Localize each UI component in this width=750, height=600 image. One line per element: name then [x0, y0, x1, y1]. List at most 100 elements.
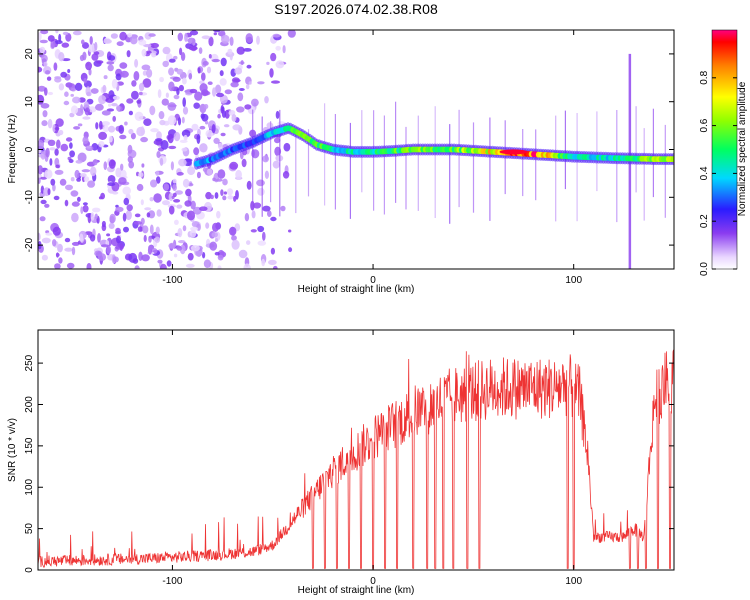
- noise-blob: [77, 196, 81, 202]
- noise-blob: [55, 30, 59, 34]
- noise-blob: [127, 156, 133, 163]
- noise-blob: [222, 178, 228, 186]
- noise-blob: [98, 131, 107, 140]
- noise-blob: [130, 35, 138, 45]
- noise-blob: [162, 60, 169, 68]
- y-tick-label: 0: [24, 146, 35, 152]
- noise-blob: [50, 178, 56, 186]
- noise-blob: [266, 61, 270, 65]
- noise-blob: [138, 91, 143, 96]
- noise-blob: [190, 200, 196, 210]
- noise-blob: [214, 238, 219, 242]
- noise-blob: [156, 151, 161, 158]
- noise-blob: [101, 121, 110, 126]
- noise-blob: [257, 81, 265, 85]
- noise-blob: [168, 192, 174, 202]
- noise-blob: [251, 210, 256, 219]
- noise-blob: [89, 234, 96, 242]
- noise-blob: [118, 124, 125, 134]
- noise-blob: [200, 113, 205, 119]
- noise-blob: [148, 33, 156, 37]
- noise-blob: [72, 30, 82, 36]
- noise-blob: [217, 113, 221, 119]
- noise-blob: [127, 144, 133, 154]
- noise-blob: [181, 129, 191, 138]
- noise-blob: [170, 161, 174, 171]
- noise-blob: [235, 190, 239, 200]
- noise-blob: [176, 88, 180, 96]
- noise-blob: [60, 143, 69, 152]
- noise-blob: [127, 33, 133, 38]
- noise-blob: [44, 87, 48, 96]
- noise-blob: [199, 206, 208, 211]
- noise-blob: [243, 263, 251, 269]
- noise-blob: [142, 225, 149, 234]
- noise-blob: [165, 92, 169, 98]
- colorbar-tick-label: 0.4: [699, 166, 710, 180]
- noise-blob: [39, 216, 46, 222]
- noise-blob: [155, 170, 160, 176]
- colorbar-label: Normalized spectral amplitude: [737, 81, 748, 216]
- noise-blob: [98, 141, 105, 148]
- noise-blob: [282, 171, 290, 179]
- noise-blob: [57, 243, 63, 253]
- noise-blob: [54, 263, 61, 269]
- noise-blob: [205, 120, 209, 125]
- noise-blob: [84, 205, 88, 213]
- noise-blob: [134, 111, 144, 122]
- noise-blob: [257, 187, 265, 196]
- noise-blob: [264, 170, 269, 179]
- noise-blob: [108, 135, 113, 143]
- noise-blob: [82, 136, 89, 144]
- noise-blob: [175, 190, 183, 195]
- noise-blob: [103, 39, 112, 44]
- noise-blob: [210, 194, 214, 200]
- noise-blob: [163, 183, 170, 191]
- spectrogram-ridge: [193, 122, 674, 170]
- noise-blob: [215, 178, 223, 182]
- noise-blob: [233, 195, 237, 202]
- noise-blob: [109, 213, 116, 224]
- noise-blob: [99, 120, 103, 130]
- noise-blob: [231, 114, 237, 122]
- noise-blob: [85, 61, 92, 71]
- noise-blob: [199, 83, 208, 93]
- noise-blob: [77, 152, 87, 163]
- noise-blob: [38, 177, 41, 184]
- noise-blob: [128, 128, 134, 135]
- noise-blob: [216, 92, 224, 98]
- colorbar-tick-label: 0.6: [699, 118, 710, 132]
- noise-blob: [220, 57, 227, 67]
- noise-blob: [178, 158, 187, 167]
- noise-blob: [96, 60, 104, 64]
- noise-blob: [173, 131, 181, 142]
- noise-blob: [197, 67, 201, 74]
- noise-blob: [56, 139, 61, 149]
- noise-blob: [261, 258, 266, 267]
- noise-blob: [108, 159, 116, 169]
- noise-blob: [173, 253, 178, 258]
- noise-blob: [70, 87, 76, 92]
- noise-blob: [58, 33, 62, 43]
- noise-blob: [130, 132, 136, 140]
- noise-blob: [43, 61, 48, 67]
- noise-blob: [246, 180, 252, 190]
- snr-y-label: SNR (10 * v/v): [7, 418, 18, 482]
- noise-blob: [38, 139, 44, 150]
- noise-blob: [243, 48, 252, 52]
- noise-blob: [54, 148, 59, 156]
- y-tick-label: 100: [24, 478, 35, 495]
- noise-blob: [179, 139, 188, 143]
- noise-blob: [229, 161, 239, 170]
- colorbar: 0.0 0.2 0.4 0.6 0.8 Normalized spectral ampl…: [699, 29, 748, 276]
- noise-blob: [108, 90, 115, 100]
- noise-blob: [123, 197, 130, 206]
- noise-blob: [111, 103, 118, 107]
- noise-blob: [189, 88, 198, 94]
- noise-blob: [108, 103, 112, 107]
- noise-blob: [149, 105, 156, 116]
- spectrogram-y-label: Frequency (Hz): [7, 115, 18, 184]
- noise-blob: [116, 105, 121, 111]
- noise-blob: [245, 33, 253, 43]
- noise-blob: [238, 249, 248, 259]
